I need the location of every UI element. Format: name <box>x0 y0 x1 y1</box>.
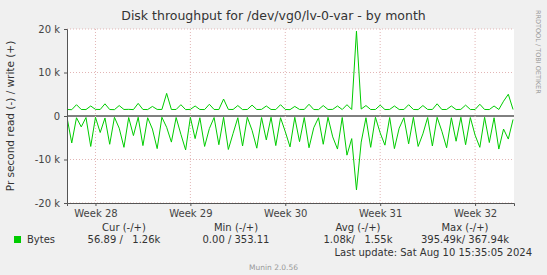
tick-mark <box>64 160 67 161</box>
tick-label: -20 k <box>35 198 61 209</box>
tick-mark <box>285 203 286 206</box>
stats-header: Cur (-/+) <box>102 222 146 233</box>
tick: -20 k <box>35 198 67 209</box>
series-line <box>67 117 513 190</box>
tick: 20 k <box>38 24 67 35</box>
tick-label: Week 28 <box>74 208 117 219</box>
background <box>0 0 547 275</box>
grid-line-x <box>95 29 96 203</box>
grid-line-x <box>190 29 191 203</box>
tick: Week 31 <box>359 203 402 219</box>
tick-label: 20 k <box>38 24 60 35</box>
marks <box>67 31 513 190</box>
stats-header: Max (-/+) <box>441 222 488 233</box>
tick-label: 0 <box>54 111 60 122</box>
plot: Week 28 Week 29 Week 30 Week 31 Week 32 -20 k… <box>35 24 515 219</box>
grid-line-y <box>67 72 514 73</box>
axis-line <box>64 30 68 204</box>
tick: Week 32 <box>454 203 497 219</box>
legend-label: Bytes <box>27 234 55 245</box>
tick: Week 29 <box>169 203 212 219</box>
tick-label: Week 30 <box>264 208 307 219</box>
plot-background <box>67 29 514 203</box>
tick-label: Week 32 <box>454 208 497 219</box>
stats-value: 395.49k/ 367.94k <box>421 234 509 245</box>
tick: 0 <box>54 111 67 122</box>
legend-swatch <box>14 236 21 243</box>
grid <box>67 29 514 203</box>
stats-value: 56.89 / 1.26k <box>88 234 161 245</box>
tick-mark <box>95 203 96 206</box>
stats-header: Avg (-/+) <box>336 222 381 233</box>
title: Disk throughput for /dev/vg0/lv-0-var - … <box>121 8 425 23</box>
grid-line-y <box>67 116 514 117</box>
tick-label: Week 29 <box>169 208 212 219</box>
tick-mark <box>64 29 67 30</box>
tick-mark <box>190 203 191 206</box>
stats-header: Min (-/+) <box>214 222 258 233</box>
grid-line-x <box>285 29 286 203</box>
grid-line-x <box>380 29 381 203</box>
tick: 10 k <box>38 67 67 78</box>
credit: Munin 2.0.56 <box>249 263 298 272</box>
watermark: RRDTOOL / TOBI OETIKER <box>534 10 542 94</box>
tick-mark <box>475 203 476 206</box>
y-axis-title: Pr second read (-) / write (+) <box>4 41 16 192</box>
last-update: Last update: Sat Aug 10 15:35:05 2024 <box>334 247 532 258</box>
tick-label: -10 k <box>35 154 61 165</box>
series-line <box>67 31 513 110</box>
tick-mark <box>64 73 67 74</box>
stats-value: 0.00 / 353.11 <box>203 234 270 245</box>
grid-line-y <box>67 29 514 30</box>
tick: Week 28 <box>74 203 117 219</box>
tick: -10 k <box>35 154 67 165</box>
stats-value: 1.08k/ 1.55k <box>323 234 392 245</box>
tick-mark <box>64 203 67 204</box>
tick-label: 10 k <box>38 67 60 78</box>
grid-line-y <box>67 159 514 160</box>
tick-label: Week 31 <box>359 208 402 219</box>
tick: Week 30 <box>264 203 307 219</box>
y-axis: -20 k -10 k 0 10 k 20 k <box>35 24 68 209</box>
tick-mark <box>64 116 67 117</box>
chart: Week 28 Week 29 Week 30 Week 31 Week 32 -20 k… <box>0 0 547 275</box>
axis-line <box>68 204 515 207</box>
tick-mark <box>380 203 381 206</box>
x-axis: Week 28 Week 29 Week 30 Week 31 Week 32 <box>68 203 515 219</box>
grid-line-x <box>475 29 476 203</box>
